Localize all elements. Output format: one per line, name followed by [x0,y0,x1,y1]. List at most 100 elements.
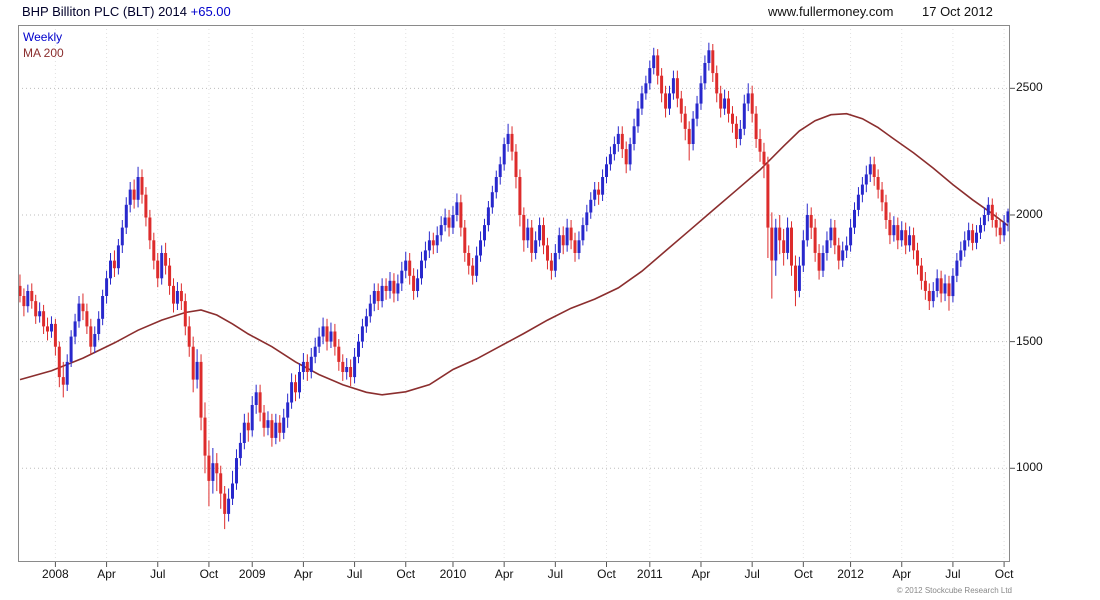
candle-body [61,377,65,385]
candle-body [364,316,368,327]
candle-body [845,245,849,251]
candle-body [856,194,860,210]
candle-body [376,291,380,302]
candle-body [112,260,116,269]
candle-body [455,202,459,215]
candle-body [860,184,864,195]
candle-body [699,83,703,104]
candle-body [731,113,734,124]
candle-body [357,341,360,357]
candle-body [447,217,451,228]
candle-body [443,217,447,226]
candle-body [38,311,42,317]
candle-body [632,126,636,144]
candle-body [57,346,61,378]
candle-body [105,278,109,296]
candle-body [648,68,652,84]
candle-body [994,220,998,228]
candle-body [782,240,786,253]
candle-body [179,291,183,302]
x-axis-label: Apr [691,567,711,581]
candle-body [671,78,675,94]
candle-body [510,133,514,152]
candle-body [986,204,990,215]
candle-body [148,217,152,241]
candle-body [951,275,955,297]
candle-body [683,113,687,129]
candle-body [900,230,904,241]
candle-body [34,301,38,317]
candle-body [494,177,498,193]
x-axis-label: Jul [150,567,166,581]
candle-body [829,227,833,241]
candle-body [601,177,605,195]
candle-body [502,144,506,165]
candle-body [305,361,309,372]
candle-body [715,73,719,94]
candle-body [927,291,931,302]
candle-body [313,346,317,357]
candle-body [195,361,199,380]
candle-body [939,278,943,294]
candle-body [904,230,908,246]
candle-body [892,225,896,236]
candle-body [490,192,494,208]
candle-body [353,356,357,378]
candle-body [384,285,388,291]
candle-body [754,113,758,139]
candle-body [864,174,868,185]
candle-body [50,323,53,332]
x-axis-label: Jul [744,567,760,581]
legend-ma-label: MA 200 [23,46,64,60]
candle-body [703,63,707,84]
candle-body [853,209,856,228]
candle-body [140,177,144,195]
candle-body [486,207,490,226]
candle-body [262,412,266,428]
x-axis-label: Oct [793,567,813,581]
candle-body [723,98,727,109]
candle-body [573,240,577,253]
candle-body [427,240,431,251]
candle-body [317,336,321,347]
candle-body [333,331,337,347]
candle-body [199,361,203,418]
candle-body [912,235,916,251]
candle-body [888,220,892,236]
x-axis-label: Oct [597,567,616,581]
candle-body [884,202,888,220]
candle-body [97,318,101,334]
x-axis-label: Apr [892,567,912,581]
candle-body [479,240,482,256]
candle-body [947,283,951,297]
candle-body [561,235,565,246]
candle-body [636,108,640,127]
candle-body [144,194,148,218]
chart-header-title: BHP Billiton PLC (BLT) 2014 +65.00 [22,4,231,19]
candle-body [778,227,782,241]
candle-body [298,372,301,393]
candle-body [719,93,723,109]
candle-body [77,303,81,322]
candle-body [294,382,297,393]
candle-body [790,227,793,266]
candle-body [931,291,935,302]
candle-body [309,356,313,372]
candle-body [270,420,274,438]
candle-body [794,265,797,291]
candle-body [128,189,132,205]
x-axis-label: Oct [199,567,219,581]
candle-body [392,280,396,294]
candle-body [955,260,959,276]
candle-body [325,326,329,342]
candle-body [93,334,97,347]
candle-body [770,227,774,261]
x-axis-label: Oct [396,567,416,581]
candle-body [734,123,738,139]
candle-body [360,326,364,342]
candle-body [841,250,845,261]
x-axis-label: Oct [994,567,1014,581]
candle-body [250,405,254,431]
candle-body [85,311,89,327]
candle-body [644,83,648,94]
